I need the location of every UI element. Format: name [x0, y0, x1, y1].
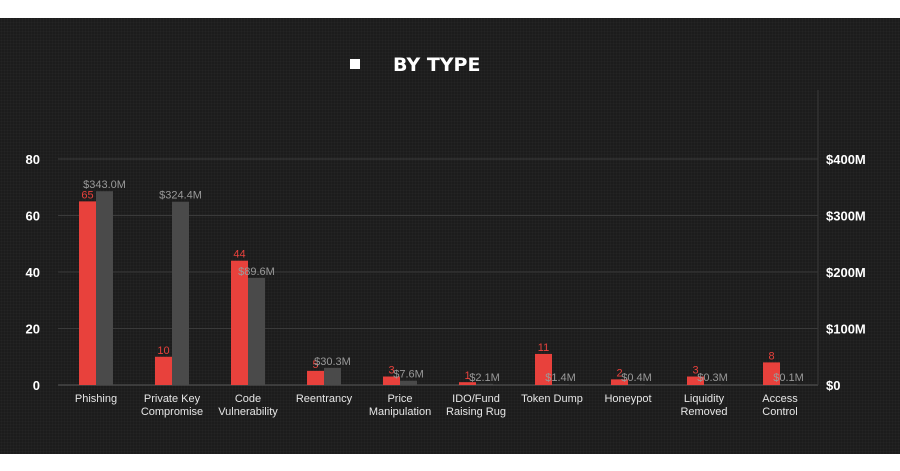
- y-left-tick-label: 80: [26, 152, 40, 167]
- bar-count: [611, 379, 628, 385]
- y-right-tick-label: $300M: [826, 209, 866, 224]
- bar-amount: [96, 191, 113, 385]
- category-label-line: IDO/Fund: [452, 393, 500, 405]
- data-label-count: 8: [768, 350, 774, 362]
- data-label-amount: $0.1M: [773, 372, 804, 384]
- bar-count: [687, 376, 704, 385]
- bar-count: [535, 353, 552, 385]
- legend-marker: [350, 59, 360, 69]
- category-label-line: Token Dump: [521, 393, 583, 405]
- category-label: Liquidity Removed: [680, 393, 727, 418]
- bar-count: [79, 201, 96, 385]
- category-label-line: Removed: [680, 406, 727, 418]
- chart-panel: 65 $343.0M 10 $324.4M 44 $89.6M 5 $30.3M 3 $7.6M 1…: [0, 18, 900, 454]
- category-label-line: Control: [762, 406, 797, 418]
- data-label-count: 11: [538, 342, 549, 354]
- bar-count: [763, 362, 780, 385]
- bars: [79, 191, 797, 385]
- category-label: Code Vulnerability: [218, 393, 278, 418]
- data-label-count: 2: [616, 367, 622, 379]
- category-label-line: Liquidity: [684, 393, 725, 405]
- y-left-tick-label: 20: [26, 322, 40, 337]
- data-label-count: 5: [312, 359, 318, 371]
- data-label-amount: $30.3M: [314, 356, 351, 368]
- bar-count: [459, 382, 476, 385]
- bar-amount: [248, 277, 265, 385]
- category-label-line: Compromise: [141, 406, 203, 418]
- category-label: Reentrancy: [296, 393, 353, 405]
- bar-count: [383, 376, 400, 385]
- bar-amount: [400, 380, 417, 385]
- axis-labels: 0 20 40 60 80 $0 $100M $200M $300M $400M Phishing P…: [26, 152, 866, 418]
- category-label-line: Honeypot: [604, 393, 651, 405]
- bar-amount: [704, 384, 721, 385]
- data-label-amount: $2.1M: [469, 372, 500, 384]
- category-label: Honeypot: [604, 393, 651, 405]
- y-left-tick-label: 40: [26, 265, 40, 280]
- bar-count: [231, 260, 248, 385]
- y-left-tick-label: 0: [33, 378, 40, 393]
- y-right-tick-label: $400M: [826, 152, 866, 167]
- bar-amount: [324, 367, 341, 385]
- category-label-line: Code: [235, 393, 261, 405]
- category-label: IDO/Fund Raising Rug: [446, 393, 506, 418]
- category-label: Private Key Compromise: [141, 393, 203, 418]
- bar-count: [307, 370, 324, 385]
- category-label-line: Access: [762, 393, 798, 405]
- category-label-line: Vulnerability: [218, 406, 278, 418]
- category-label: Price Manipulation: [369, 393, 431, 418]
- data-label-amount: $1.4M: [545, 372, 576, 384]
- data-label-amount: $343.0M: [83, 179, 126, 191]
- y-right-tick-label: $200M: [826, 265, 866, 280]
- y-right-tick-label: $100M: [826, 322, 866, 337]
- data-label-count: 1: [464, 370, 470, 382]
- data-label-count: 44: [233, 249, 245, 261]
- chart-title: BY TYPE: [393, 54, 480, 76]
- category-label-line: Manipulation: [369, 406, 431, 418]
- category-label: Phishing: [75, 393, 117, 405]
- category-label-line: Phishing: [75, 393, 117, 405]
- bar-amount: [628, 384, 645, 385]
- data-label-amount: $0.4M: [621, 372, 652, 384]
- category-label-line: Raising Rug: [446, 406, 506, 418]
- bar-amount: [552, 384, 569, 385]
- category-label-line: Reentrancy: [296, 393, 353, 405]
- bar-amount: [780, 384, 797, 385]
- category-label: Token Dump: [521, 393, 583, 405]
- category-label-line: Private Key: [144, 393, 201, 405]
- data-label-amount: $89.6M: [238, 266, 275, 278]
- bar-amount: [172, 201, 189, 385]
- y-right-tick-label: $0: [826, 378, 840, 393]
- data-label-amount: $7.6M: [393, 369, 424, 381]
- category-label-line: Price: [387, 393, 412, 405]
- bar-amount: [476, 383, 493, 385]
- y-left-tick-label: 60: [26, 209, 40, 224]
- data-label-count: 10: [157, 345, 169, 357]
- bar-count: [155, 356, 172, 385]
- data-label-count: 65: [81, 189, 93, 201]
- data-label-amount: $324.4M: [159, 190, 202, 202]
- category-label: Access Control: [762, 393, 798, 418]
- data-label-amount: $0.3M: [697, 372, 728, 384]
- data-label-count: 3: [388, 365, 394, 377]
- data-label-count: 3: [692, 365, 698, 377]
